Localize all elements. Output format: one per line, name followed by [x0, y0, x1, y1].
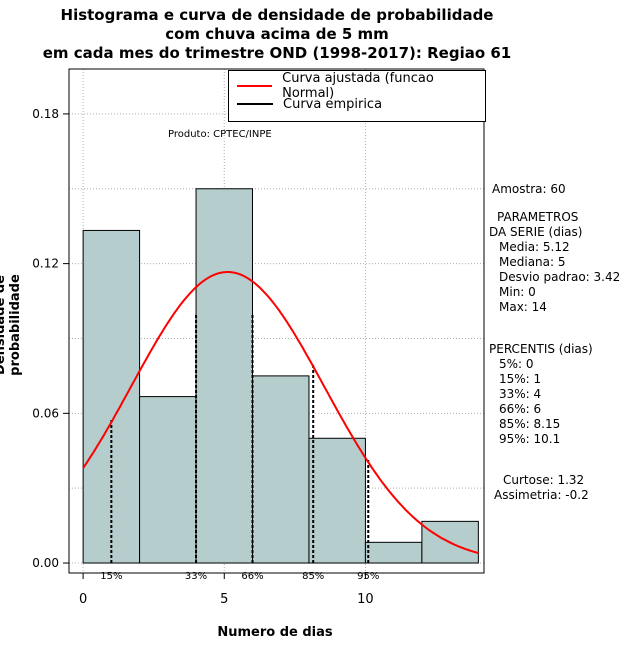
param-sd: Desvio padrao: 3.42: [499, 270, 621, 284]
legend-empirical-label: Curva empirica: [283, 96, 383, 112]
percentile-95: 95%: 10.1: [499, 432, 561, 446]
param-max: Max: 14: [499, 300, 547, 314]
legend-item-fitted: Curva ajustada (funcao Normal): [237, 71, 485, 101]
x-tick-label: 5: [220, 592, 228, 607]
legend-item-empirical: Curva empirica: [237, 95, 382, 113]
histogram-bar-1: [82, 229, 141, 564]
percentile-33: 33%: 4: [499, 387, 542, 401]
legend-red-line-icon: [237, 85, 273, 87]
histogram-bar-2: [139, 396, 197, 564]
x-tick-label: 0: [79, 592, 87, 607]
y-tick-label: 0.00: [32, 556, 59, 570]
params-header-2: DA SERIE (dias): [489, 225, 583, 239]
product-note: Produto: CPTEC/INPE: [168, 129, 272, 140]
legend: Curva ajustada (funcao Normal) Curva emp…: [228, 70, 486, 122]
x-tick-label: 10: [357, 592, 374, 607]
x-axis-title: Numero de dias: [217, 625, 333, 640]
plot-frame: [68, 68, 485, 574]
percentiles-header: PERCENTIS (dias): [489, 342, 593, 356]
y-tick-label: 0.06: [32, 406, 59, 420]
legend-black-line-icon: [237, 103, 273, 105]
normal-fit-curve: [82, 271, 479, 554]
axes: 0.00 0.06 0.12 0.18 0 5 10: [32, 107, 373, 607]
histogram-bar-5: [308, 437, 366, 564]
histogram-bar-3: [195, 188, 254, 564]
percentile-5: 5%: 0: [499, 357, 534, 371]
histogram-bar-6: [364, 541, 423, 564]
kurtosis: Curtose: 1.32: [503, 473, 585, 487]
percentile-label-85: 85%: [302, 571, 324, 582]
y-tick-label: 0.12: [32, 257, 59, 271]
percentile-label-95: 95%: [357, 571, 379, 582]
param-mean: Media: 5.12: [499, 240, 570, 254]
percentile-85: 85%: 8.15: [499, 417, 561, 431]
title-line-3: em cada mes do trimestre OND (1998-2017)…: [42, 44, 512, 62]
percentile-15: 15%: 1: [499, 372, 542, 386]
title-line-1: Histograma e curva de densidade de proba…: [60, 6, 494, 24]
skewness: Assimetria: -0.2: [494, 488, 589, 502]
percentile-66: 66%: 6: [499, 402, 542, 416]
percentile-label-66: 66%: [241, 571, 263, 582]
sample-size: Amostra: 60: [492, 182, 566, 196]
y-axis-title: Densidade de probabilidade: [0, 274, 23, 376]
params-header-1: PARAMETROS: [497, 210, 579, 224]
legend-fitted-label: Curva ajustada (funcao Normal): [282, 71, 434, 101]
chart-title: Histograma e curva de densidade de proba…: [0, 6, 554, 63]
histogram-bar-4: [252, 375, 310, 564]
percentile-label-33: 33%: [185, 571, 207, 582]
param-min: Min: 0: [499, 285, 536, 299]
percentile-label-15: 15%: [100, 571, 122, 582]
title-line-2: com chuva acima de 5 mm: [165, 25, 389, 43]
percentile-markers: 15% 33% 66% 85% 95%: [100, 313, 379, 582]
histogram-bars: [82, 188, 479, 564]
y-tick-label: 0.18: [32, 107, 59, 121]
param-median: Mediana: 5: [499, 255, 566, 269]
